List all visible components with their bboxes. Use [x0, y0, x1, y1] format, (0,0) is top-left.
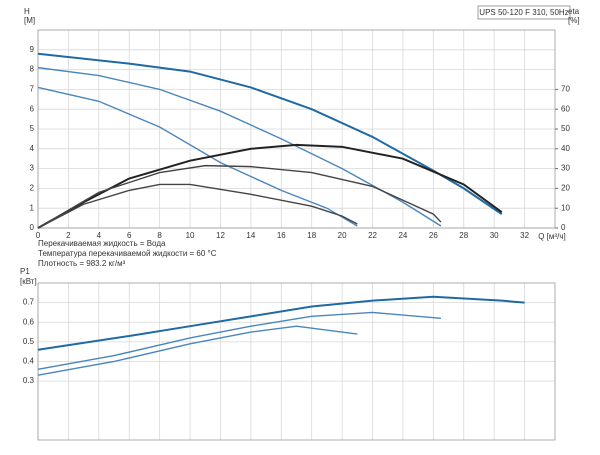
x-tick-label: 0	[36, 231, 41, 240]
y-tick-label: 0.4	[23, 357, 35, 366]
curve	[37, 164, 442, 229]
y-tick-label: 7	[30, 85, 35, 94]
y2-tick-label: 20	[561, 184, 570, 193]
y2-tick-label: 70	[561, 85, 570, 94]
y-tick-label: 1	[30, 203, 35, 212]
y-tick-label: 2	[30, 184, 35, 193]
y-tick-label: 3	[30, 164, 35, 173]
y2-tick-label: 10	[561, 203, 570, 212]
x-tick-label: 24	[398, 231, 407, 240]
y2-tick-label: 60	[561, 104, 570, 113]
y2-tick-label: 0	[561, 223, 566, 232]
title-box	[477, 5, 571, 20]
y-tick-label: 6	[30, 104, 35, 113]
x-label: Q [м³/ч]	[538, 232, 565, 241]
y2-tick-label: 40	[561, 144, 570, 153]
y-tick-label: 0.3	[23, 376, 35, 385]
y-tick-label: 0.7	[23, 298, 35, 307]
x-tick-label: 20	[338, 231, 347, 240]
y2-label: [%]	[568, 16, 580, 25]
x-tick-label: 2	[66, 231, 71, 240]
y-label: H	[24, 7, 30, 16]
curve	[37, 66, 442, 227]
curve	[37, 183, 358, 229]
x-tick-label: 14	[246, 231, 255, 240]
y-tick-label: 0	[30, 223, 35, 232]
x-tick-label: 10	[186, 231, 195, 240]
note: Температура перекачиваемой жидкости = 60…	[38, 249, 217, 258]
note: Перекачиваемая жидкость = Вода	[38, 239, 166, 248]
x-tick-label: 12	[216, 231, 225, 240]
curve	[37, 311, 442, 371]
note: Плотность = 983.2 кг/м³	[38, 259, 126, 268]
curve	[37, 325, 358, 376]
y-tick-label: 0.5	[23, 337, 35, 346]
x-tick-label: 28	[459, 231, 468, 240]
y-tick-label: 5	[30, 124, 35, 133]
x-tick-label: 6	[127, 231, 132, 240]
y-tick-label: 4	[30, 144, 35, 153]
y-label: [кВт]	[20, 277, 37, 286]
y-tick-label: 8	[30, 65, 35, 74]
x-tick-label: 32	[520, 231, 529, 240]
y2-tick-label: 30	[561, 164, 570, 173]
curve	[37, 86, 358, 227]
x-tick-label: 18	[307, 231, 316, 240]
y-tick-label: 0.6	[23, 317, 35, 326]
plot-frame	[37, 282, 556, 441]
y-tick-label: 9	[30, 45, 35, 54]
curve	[37, 52, 503, 215]
x-tick-label: 16	[277, 231, 286, 240]
x-tick-label: 22	[368, 231, 377, 240]
curve	[37, 295, 525, 351]
plot-frame	[37, 29, 556, 229]
x-tick-label: 4	[97, 231, 102, 240]
y-label: [M]	[24, 16, 35, 25]
x-tick-label: 26	[429, 231, 438, 240]
x-tick-label: 30	[490, 231, 499, 240]
curve	[37, 143, 503, 229]
y2-label: eta	[568, 7, 580, 16]
y2-tick-label: 50	[561, 124, 570, 133]
chart-title: UPS 50-120 F 310, 50Hz	[479, 8, 568, 17]
y-label: P1	[20, 267, 30, 276]
x-tick-label: 8	[157, 231, 162, 240]
